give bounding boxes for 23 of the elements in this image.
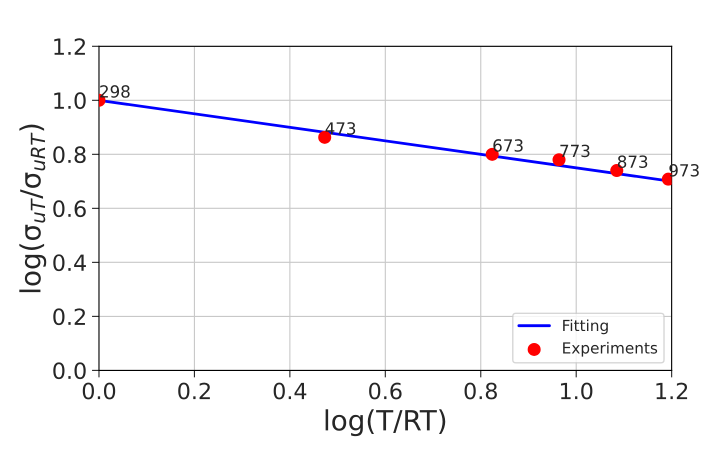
y-tick-label: 1.2 <box>54 38 85 55</box>
y-tick-label: 0.8 <box>53 146 86 164</box>
x-tick-label: 0.0 <box>82 382 116 400</box>
y-tick-label: 1.0 <box>54 92 86 110</box>
x-tick-label: 0.8 <box>464 382 497 400</box>
x-tick-label: 0.4 <box>274 382 306 400</box>
x-tick-label: 0.2 <box>178 382 210 400</box>
annotation: 873 <box>618 155 648 168</box>
y-tick-label: 0.4 <box>53 254 86 272</box>
x-axis-title: log(T/RT) <box>326 409 446 436</box>
legend-label: Fitting <box>563 319 608 334</box>
annotation: 473 <box>326 122 356 135</box>
annotation: 673 <box>493 139 523 152</box>
y-tick-label: 0.2 <box>53 308 85 326</box>
annotation: 773 <box>560 144 590 158</box>
legend-label: Experiments <box>563 342 658 357</box>
x-tick-label: 1.0 <box>560 382 592 400</box>
annotation: 298 <box>100 85 130 98</box>
x-tick-label: 0.6 <box>369 382 402 400</box>
y-tick-label: 0.6 <box>53 200 86 218</box>
y-tick-label: 0.0 <box>53 362 86 380</box>
x-tick-label: 1.2 <box>656 382 688 400</box>
y-axis-title: log(σ$_{uT}$/σ$_{uRT}$) <box>19 124 46 292</box>
